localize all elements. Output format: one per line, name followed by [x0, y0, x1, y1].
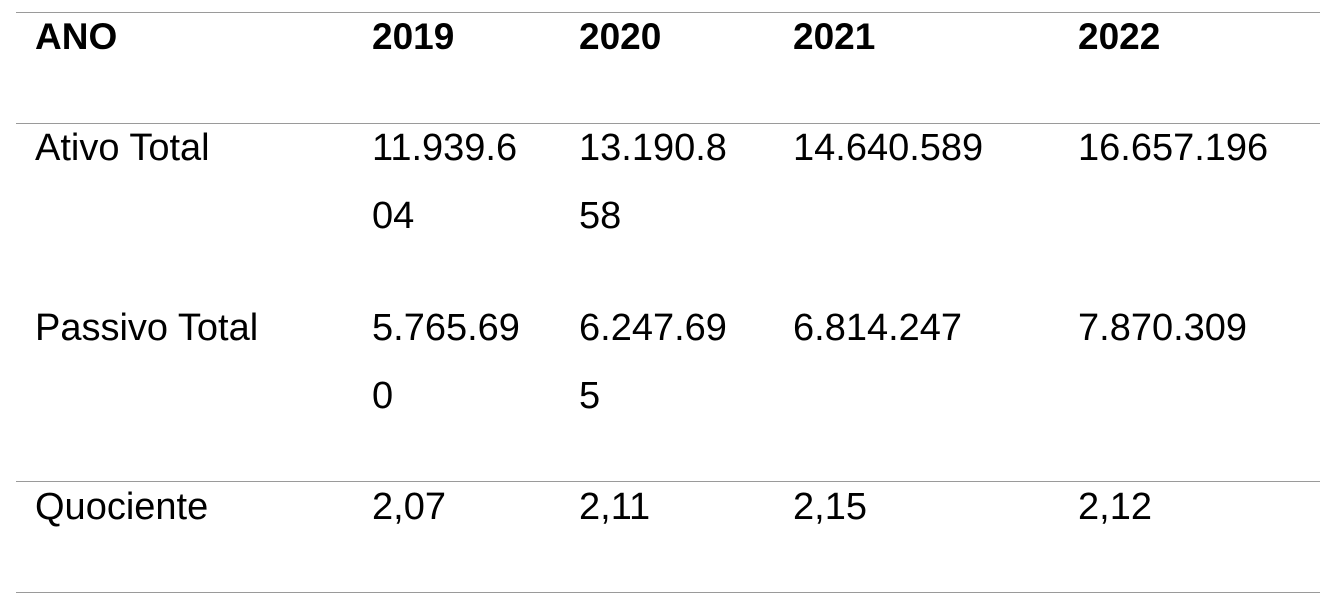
cell-passivo-2019: 5.765.690 [372, 307, 520, 417]
cell-quociente-2021: 2,15 [793, 486, 867, 528]
cell-ativo-2020: 13.190.858 [579, 127, 727, 237]
header-cell-2019: 2019 [372, 16, 455, 57]
header-bottom-rule [16, 123, 1320, 124]
header-cell-2020: 2020 [579, 16, 662, 57]
cell-passivo-2021: 6.814.247 [793, 307, 963, 349]
cell-ativo-2022: 16.657.196 [1078, 127, 1269, 169]
row-label-ativo-total: Ativo Total [35, 127, 210, 169]
table-top-rule [16, 12, 1320, 13]
cell-quociente-2022: 2,12 [1078, 486, 1152, 528]
header-cell-ano: ANO [35, 16, 118, 57]
cell-quociente-2020: 2,11 [579, 486, 651, 528]
header-cell-2021: 2021 [793, 16, 876, 57]
cell-ativo-2019: 11.939.604 [372, 127, 518, 237]
row-label-quociente: Quociente [35, 486, 209, 528]
financial-table: ANO 2019 2020 2021 2022 Ativo Total 11.9… [16, 0, 1320, 605]
row-divider-rule [16, 481, 1320, 482]
table-bottom-rule [16, 592, 1320, 593]
header-cell-2022: 2022 [1078, 16, 1161, 57]
cell-quociente-2019: 2,07 [372, 486, 446, 528]
cell-ativo-2021: 14.640.589 [793, 127, 984, 169]
cell-passivo-2020: 6.247.695 [579, 307, 727, 417]
row-label-passivo-total: Passivo Total [35, 307, 259, 349]
cell-passivo-2022: 7.870.309 [1078, 307, 1248, 349]
